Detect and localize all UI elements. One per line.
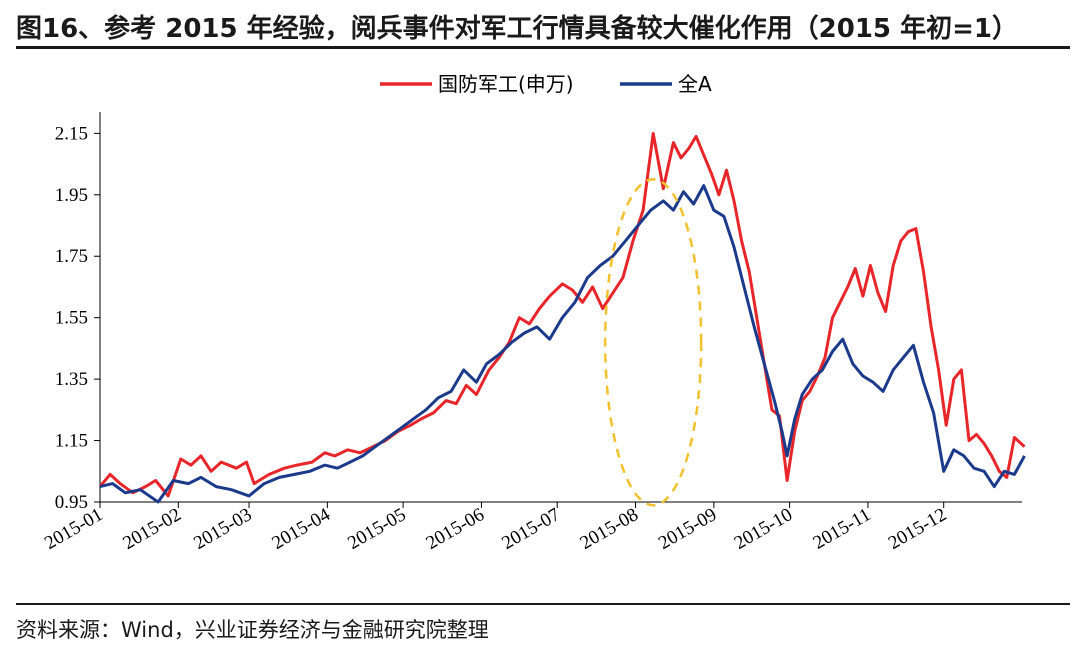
annotation-ellipse — [603, 178, 703, 507]
y-tick-label: 1.75 — [55, 246, 88, 267]
x-tick-label: 2015-05 — [344, 504, 409, 554]
y-tick-label: 0.95 — [55, 492, 88, 513]
chart-legend: 国防军工(申万) 全A — [380, 72, 712, 96]
x-tick-label: 2015-06 — [423, 504, 488, 554]
x-tick-label: 2015-04 — [268, 504, 334, 554]
series-line-2 — [99, 184, 1026, 504]
y-tick-label: 1.95 — [55, 185, 88, 206]
series-line-1 — [98, 131, 1026, 498]
y-tick-label: 2.15 — [55, 123, 88, 144]
y-tick-label: 1.55 — [55, 308, 88, 329]
source-note: 资料来源：Wind，兴业证券经济与金融研究院整理 — [16, 618, 489, 642]
legend-label-1: 国防军工(申万) — [438, 72, 574, 96]
source-rule — [16, 603, 1070, 605]
legend-label-2: 全A — [678, 72, 712, 96]
x-tick-label: 2015-09 — [655, 504, 720, 554]
x-tick-label: 2015-02 — [119, 504, 184, 554]
x-tick-label: 2015-12 — [885, 504, 950, 554]
x-tick-label: 2015-03 — [190, 504, 255, 554]
chart-title: 图16、参考 2015 年经验，阅兵事件对军工行情具备较大催化作用（2015 年… — [16, 14, 1018, 44]
x-tick-label: 2015-08 — [577, 504, 642, 554]
title-rule — [16, 46, 1070, 49]
x-tick-label: 2015-11 — [810, 504, 875, 553]
y-tick-label: 1.35 — [55, 369, 88, 390]
x-tick-label: 2015-10 — [731, 504, 796, 554]
y-tick-label: 1.15 — [55, 431, 88, 452]
x-tick-label: 2015-07 — [498, 504, 563, 554]
plot-area — [98, 131, 1026, 507]
